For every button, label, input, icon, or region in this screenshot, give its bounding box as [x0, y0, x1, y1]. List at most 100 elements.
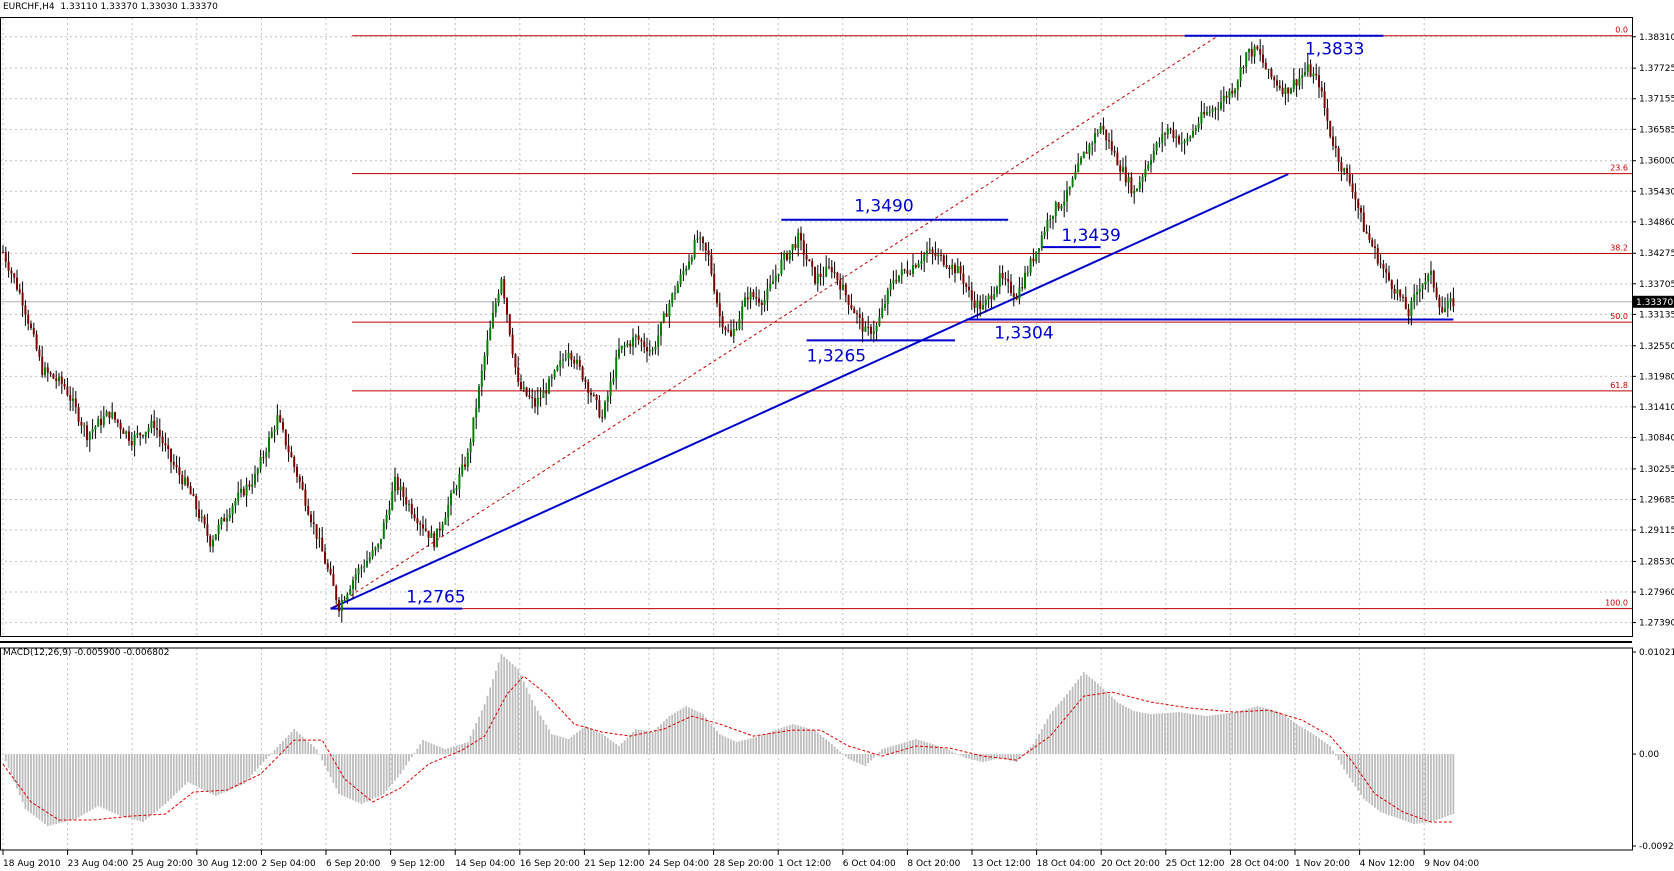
macd-bar	[959, 754, 962, 756]
candle-body	[931, 249, 934, 253]
candle-body	[1242, 67, 1245, 69]
macd-bar	[52, 754, 55, 825]
candle-body	[592, 394, 595, 396]
x-tick-label: 28 Sep 20:00	[714, 859, 774, 869]
candle-body	[539, 397, 542, 399]
macd-bar	[1306, 730, 1309, 755]
macd-bar	[674, 712, 676, 755]
macd-bar	[1396, 754, 1399, 819]
candle-body	[1334, 145, 1337, 149]
candle-body	[550, 377, 553, 379]
candle-body	[657, 335, 660, 347]
candle-body	[522, 387, 525, 390]
candle-body	[618, 349, 620, 358]
candle-body	[660, 321, 662, 336]
candle-body	[276, 415, 279, 430]
macd-bar	[1208, 715, 1211, 755]
macd-bar	[965, 754, 968, 759]
y-tick-label: 1.34275	[1639, 249, 1674, 259]
macd-bar	[923, 741, 926, 755]
x-tick-label: 4 Nov 12:00	[1360, 859, 1415, 869]
macd-bar	[1046, 719, 1049, 755]
candle-body	[609, 381, 612, 396]
macd-bar	[119, 754, 122, 817]
candle-body	[699, 237, 702, 239]
x-tick-label: 23 Aug 04:00	[68, 859, 129, 869]
macd-bar	[1166, 712, 1169, 755]
macd-bar	[1270, 709, 1273, 755]
candle-body	[1169, 128, 1172, 130]
macd-bar	[74, 754, 77, 820]
macd-bar	[27, 754, 30, 812]
macd-bar	[1371, 754, 1374, 806]
macd-bar	[1012, 754, 1015, 762]
candle-body	[503, 279, 506, 299]
macd-bar	[1169, 712, 1172, 755]
candle-body	[438, 528, 441, 531]
candle-body	[178, 467, 181, 476]
macd-bar	[704, 717, 707, 755]
candle-body	[1385, 268, 1388, 273]
candle-body	[956, 266, 959, 274]
macd-bar	[399, 754, 402, 775]
macd-bar	[192, 754, 195, 785]
candle-body	[226, 517, 228, 522]
candle-body	[360, 567, 363, 569]
candle-body	[200, 516, 203, 518]
macd-bar	[1080, 675, 1082, 755]
candle-body	[1147, 164, 1150, 169]
macd-bar	[615, 744, 618, 755]
macd-bar	[979, 754, 982, 762]
macd-bar	[763, 734, 766, 755]
candle-body	[1150, 159, 1152, 165]
candle-body	[724, 327, 727, 330]
y-tick-label: 1.33705	[1639, 280, 1674, 290]
candle-body	[1186, 138, 1189, 142]
candle-body	[105, 411, 108, 417]
x-tick-label: 9 Nov 04:00	[1424, 859, 1479, 869]
candle-body	[898, 275, 900, 282]
macd-bar	[142, 754, 144, 823]
macd-bar	[1393, 754, 1396, 818]
macd-bar	[1441, 754, 1444, 819]
candle-body	[55, 378, 58, 382]
macd-bar	[1194, 714, 1197, 755]
macd-bar	[800, 726, 802, 755]
candle-body	[623, 345, 626, 347]
candle-body	[598, 400, 601, 418]
macd-bar	[752, 737, 755, 755]
macd-bar	[1351, 754, 1354, 783]
candle-body	[1357, 199, 1360, 208]
macd-bar	[671, 714, 674, 755]
macd-bar	[212, 754, 214, 795]
macd-bar	[931, 744, 934, 755]
candle-body	[702, 237, 704, 243]
macd-bar	[489, 687, 492, 755]
macd-bar	[954, 752, 956, 755]
axes: 1.38310 1.37725 1.37155 1.36585 1.36000 1.354…	[0, 17, 1674, 869]
x-tick-label: 13 Oct 12:00	[972, 859, 1031, 869]
candle-body	[1432, 270, 1435, 288]
candle-body	[926, 250, 928, 255]
macd-bar	[321, 754, 324, 761]
macd-bar	[237, 754, 240, 787]
candle-body	[133, 434, 136, 446]
macd-bar	[475, 723, 478, 755]
x-tick-label: 1 Nov 20:00	[1295, 859, 1350, 869]
macd-bar	[102, 754, 105, 809]
candle-body	[284, 429, 287, 446]
macd-bar	[1057, 704, 1060, 755]
candle-body	[962, 273, 965, 284]
candle-body	[217, 524, 220, 535]
candle-body	[1287, 87, 1290, 94]
macd-bar	[632, 731, 634, 755]
macd-bar	[556, 735, 559, 755]
candle-body	[1007, 279, 1010, 282]
candle-body	[189, 485, 192, 495]
macd-bar	[1388, 754, 1390, 816]
macd-bar	[878, 751, 881, 755]
macd-bar	[587, 727, 590, 755]
macd-bar	[1138, 712, 1141, 755]
candle-body	[786, 253, 788, 260]
macd-bar	[1066, 694, 1068, 755]
